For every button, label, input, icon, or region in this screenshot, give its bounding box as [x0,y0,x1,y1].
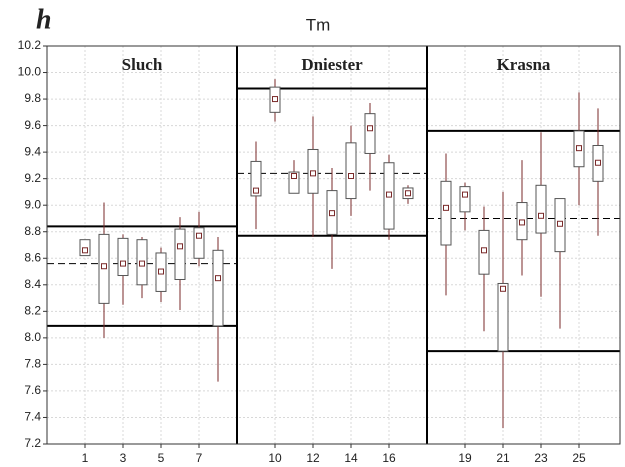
chart-title: Tm [306,15,331,34]
center-marker [272,96,278,103]
box [250,160,262,197]
center-marker [291,173,297,180]
x-tick-label: 3 [120,451,127,465]
group-label: Dniester [301,55,363,74]
center-marker [158,268,164,275]
y-tick-label: 8.8 [24,224,41,238]
x-tick-label: 14 [344,451,358,465]
center-marker [405,190,411,197]
y-tick-label: 8.0 [24,330,41,344]
y-tick-label: 9.8 [24,91,41,105]
box [288,171,300,194]
center-marker [177,243,183,250]
y-tick-label: 7.2 [24,436,41,450]
center-marker [310,170,316,177]
center-marker [82,247,88,254]
y-tick-label: 9.2 [24,171,41,185]
center-marker [101,263,107,270]
center-marker [462,191,468,198]
x-tick-label: 5 [158,451,165,465]
y-tick-label: 8.2 [24,304,41,318]
plot-frame [46,45,621,445]
center-marker [576,145,582,152]
center-marker [215,275,221,282]
box [364,113,376,154]
group-label: Krasna [497,55,551,74]
x-tick-label: 10 [268,451,282,465]
x-tick-label: 19 [458,451,472,465]
y-tick-label: 8.4 [24,277,41,291]
center-marker [443,204,449,211]
y-tick-label: 9.0 [24,197,41,211]
x-tick-label: 16 [382,451,396,465]
center-marker [500,285,506,292]
y-tick-label: 9.4 [24,144,41,158]
x-tick-label: 7 [196,451,203,465]
box [497,282,509,352]
y-tick-label: 7.6 [24,383,41,397]
x-tick-label: 25 [572,451,586,465]
x-tick-label: 21 [496,451,510,465]
center-marker [329,210,335,217]
box [440,180,452,246]
center-marker [557,220,563,227]
y-tick-label: 9.6 [24,118,41,132]
center-marker [481,247,487,254]
center-marker [386,191,392,198]
center-marker [120,260,126,267]
box [193,227,205,259]
box [535,184,547,234]
box [212,249,224,327]
center-marker [348,173,354,180]
y-tick-label: 7.8 [24,357,41,371]
y-tick-label: 10.0 [18,65,42,79]
center-marker [253,187,259,194]
center-marker [139,260,145,267]
center-marker [519,219,525,226]
center-marker [367,125,373,132]
x-tick-label: 12 [306,451,320,465]
center-marker [196,232,202,239]
box [459,186,471,213]
group-label: Sluch [122,55,163,74]
y-tick-label: 8.6 [24,250,41,264]
center-marker [595,159,601,166]
center-marker [538,212,544,219]
box [174,228,186,280]
x-tick-label: 23 [534,451,548,465]
x-tick-label: 1 [82,451,89,465]
y-tick-label: 10.2 [18,38,42,52]
box [345,142,357,200]
box [117,237,129,277]
y-tick-label: 7.4 [24,410,41,424]
panel-label: h [36,4,52,35]
